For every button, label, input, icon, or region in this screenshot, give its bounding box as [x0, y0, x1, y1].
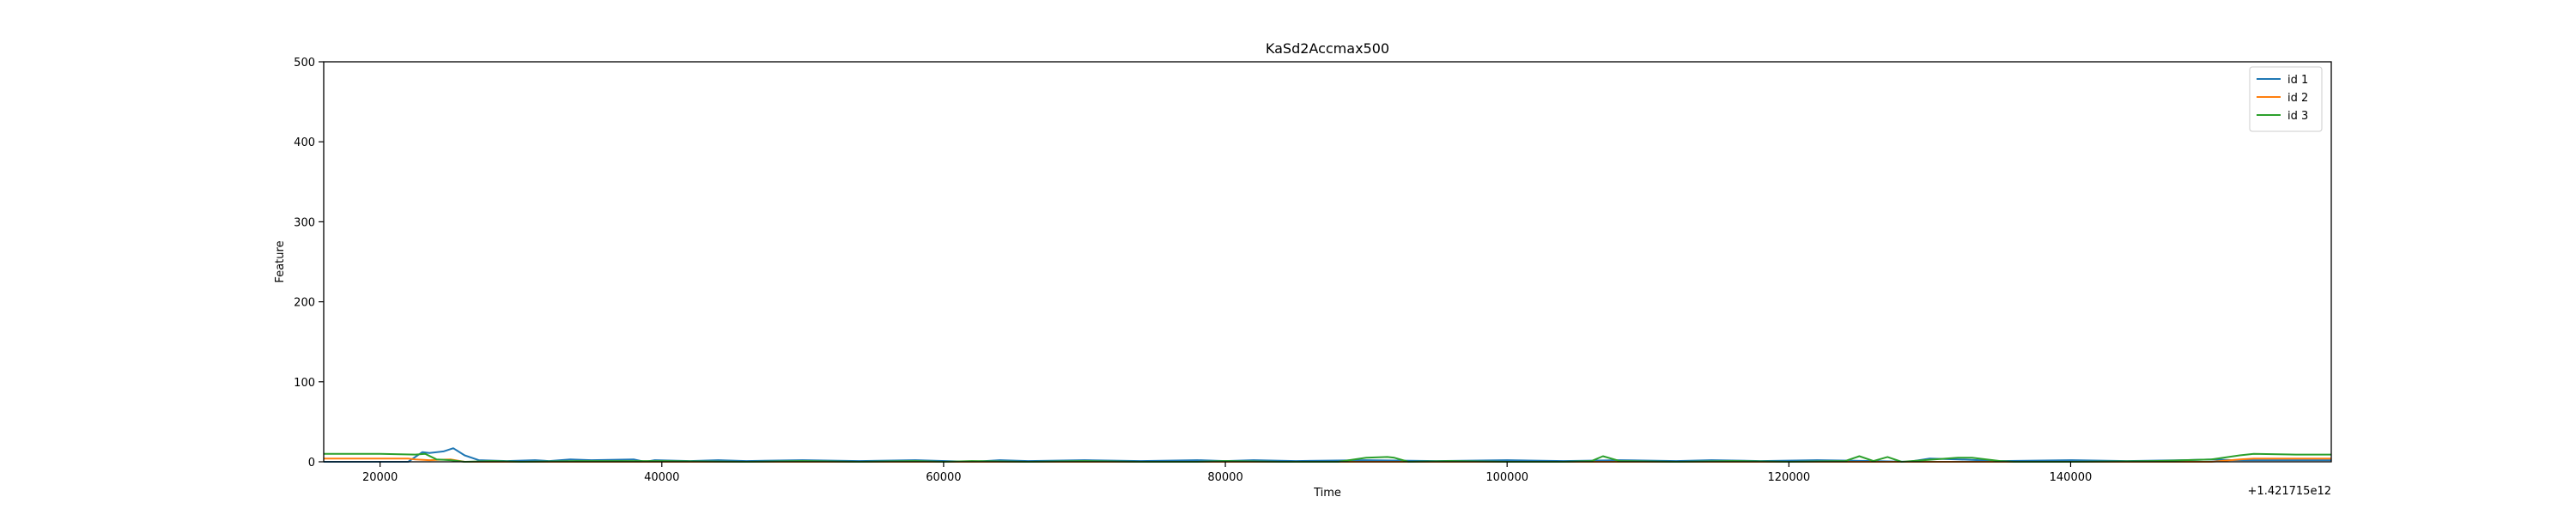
axes-frame	[323, 61, 2332, 463]
x-tick-label: 20000	[362, 471, 398, 484]
y-tick-label: 300	[294, 216, 315, 229]
x-tick-label: 80000	[1207, 471, 1242, 484]
x-tick-label: 100000	[1485, 471, 1528, 484]
legend-label: id 1	[2287, 74, 2308, 87]
y-tick-label: 0	[308, 457, 315, 470]
legend-label: id 2	[2287, 92, 2308, 105]
legend: id 1 id 2 id 3	[2249, 66, 2323, 132]
x-axis-label: Time	[1313, 487, 1341, 500]
y-tick-label: 200	[294, 297, 315, 310]
legend-box	[2249, 66, 2323, 132]
x-tick-label: 140000	[2050, 471, 2093, 484]
x-axis: 20000 40000 60000 80000 100000 120000 140000	[362, 462, 2092, 484]
chart-title: KaSd2Accmax500	[1266, 40, 1389, 57]
x-tick-label: 60000	[926, 471, 961, 484]
x-tick-label: 120000	[1768, 471, 1811, 484]
y-axis-label: Feature	[274, 240, 287, 282]
x-axis-offset-label: +1.421715e12	[2248, 485, 2331, 498]
y-tick-label: 500	[294, 57, 315, 70]
x-tick-label: 40000	[644, 471, 679, 484]
y-tick-label: 400	[294, 136, 315, 149]
legend-label: id 3	[2287, 110, 2308, 123]
y-tick-label: 100	[294, 377, 315, 390]
y-axis: 0 100 200 300 400 500	[294, 57, 324, 470]
